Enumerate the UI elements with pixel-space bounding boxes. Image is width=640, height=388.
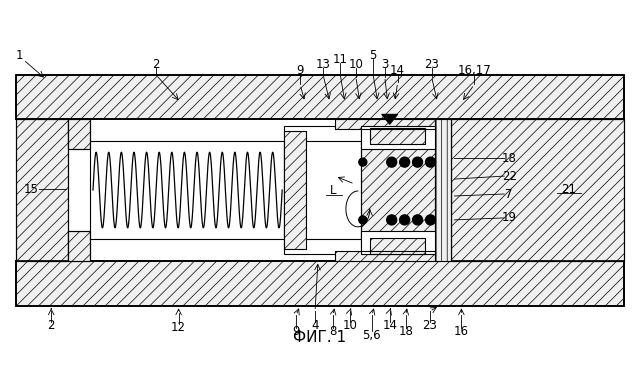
Text: L: L [330,184,336,196]
Circle shape [387,157,397,167]
Text: 22: 22 [502,170,516,183]
Bar [451,120,623,261]
Text: 1: 1 [15,49,23,62]
Bar [17,74,623,120]
Bar [284,131,306,249]
Text: 23: 23 [424,58,439,71]
Bar [335,251,435,261]
Text: 14: 14 [382,319,397,332]
Bar [361,231,435,254]
Text: 8: 8 [329,325,337,338]
Bar [335,120,435,129]
Text: 10: 10 [348,58,364,71]
Bar [17,261,623,305]
Circle shape [387,215,397,225]
Circle shape [399,215,410,225]
Text: 10: 10 [342,319,357,332]
Bar [68,231,90,261]
Bar [68,120,90,149]
Text: 9: 9 [292,325,300,338]
Bar [90,141,284,239]
Text: 4: 4 [311,319,319,332]
Text: 16: 16 [454,325,469,338]
Text: 23: 23 [422,319,437,332]
Text: 21: 21 [561,182,577,196]
Bar [451,120,623,261]
Bar [361,126,435,254]
Bar [68,231,90,261]
Text: 3: 3 [381,58,388,71]
Text: 5,6: 5,6 [362,329,381,342]
Bar [361,126,435,254]
Bar [284,126,399,254]
Circle shape [426,215,435,225]
Circle shape [413,215,422,225]
Text: 18: 18 [502,152,516,165]
Bar [370,238,424,254]
Bar [370,128,424,144]
Text: 18: 18 [398,325,413,338]
Bar [17,120,68,261]
Bar [335,120,435,129]
Bar [370,238,424,254]
Text: 16,17: 16,17 [458,64,492,77]
Bar [435,120,451,261]
Circle shape [413,157,422,167]
Text: 7: 7 [506,187,513,201]
Circle shape [359,158,367,166]
Bar [306,141,361,239]
Bar [17,74,623,120]
Text: 19: 19 [502,211,516,224]
Bar [361,126,435,149]
Text: 13: 13 [316,58,330,71]
Text: ФИГ. 1: ФИГ. 1 [293,330,347,345]
Bar [435,120,451,261]
Bar [335,251,435,261]
Circle shape [359,216,367,224]
Circle shape [426,157,435,167]
Polygon shape [381,114,397,124]
Text: 14: 14 [390,64,405,77]
Bar [370,128,424,144]
Text: 12: 12 [171,321,186,334]
Circle shape [399,157,410,167]
Text: 15: 15 [24,182,38,196]
Bar [284,131,306,249]
Text: 2: 2 [152,58,159,71]
Bar [17,261,623,305]
Text: 2: 2 [47,319,55,332]
Bar [68,120,90,149]
Text: 11: 11 [332,53,348,66]
Text: 9: 9 [296,64,304,77]
Text: 5: 5 [369,49,376,62]
Bar [17,120,68,261]
